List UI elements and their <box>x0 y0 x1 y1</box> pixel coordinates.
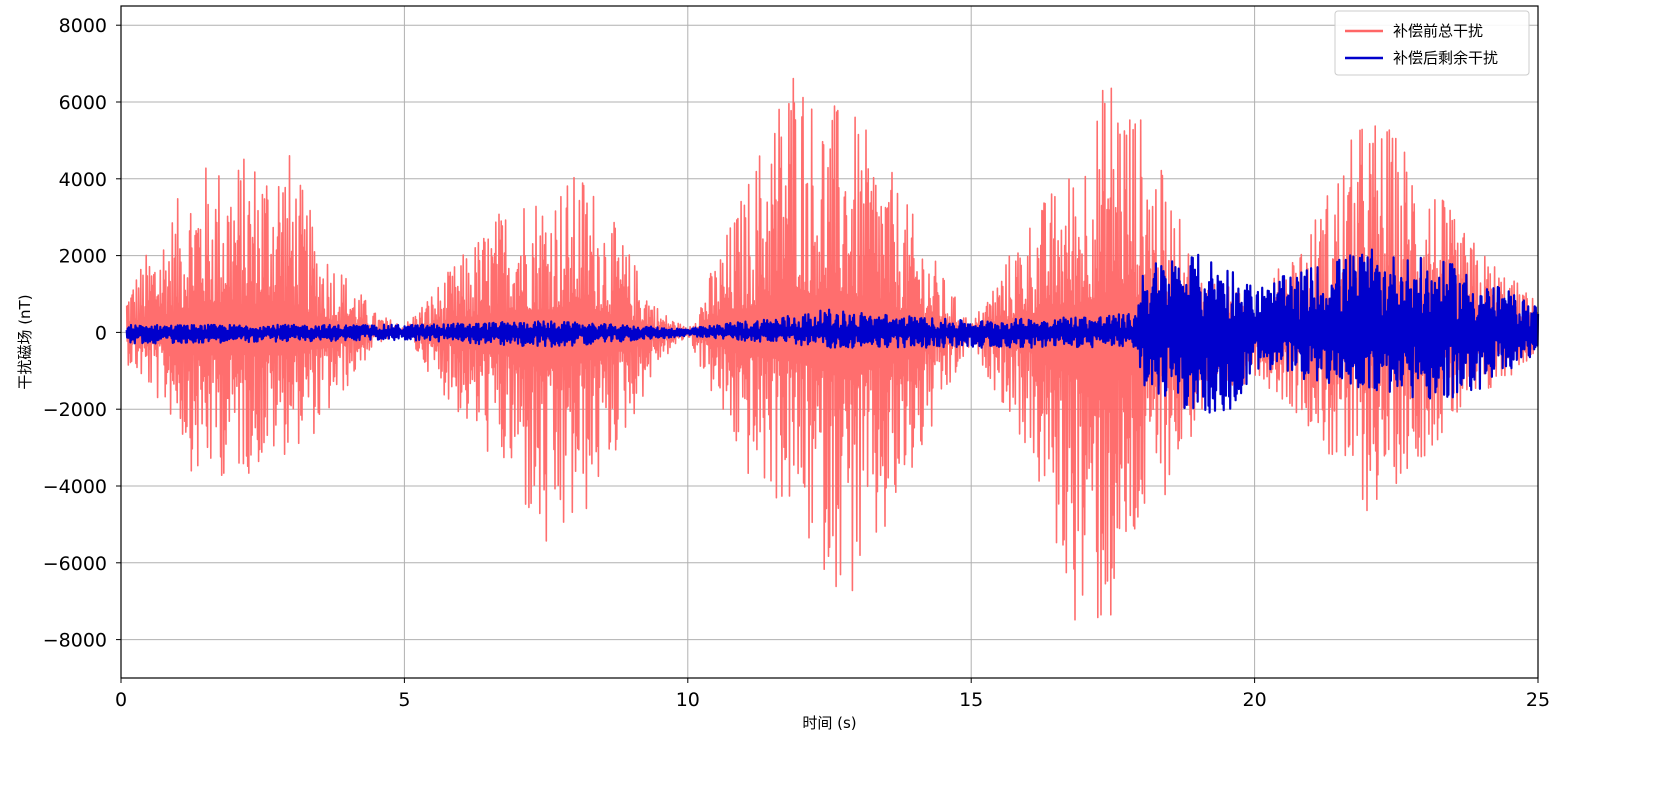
legend: 补偿前总干扰 补偿后剩余干扰 <box>1334 10 1530 76</box>
y-tick-label: −2000 <box>43 399 107 421</box>
legend-box <box>1334 10 1530 76</box>
y-tick-label: 2000 <box>59 246 107 268</box>
x-tick-label: 15 <box>959 689 983 711</box>
y-tick-label: −8000 <box>43 630 107 652</box>
y-axis-label: 干扰磁场 (nT) <box>16 294 34 389</box>
plot-frame <box>120 5 1539 679</box>
y-tick-label: 0 <box>95 322 107 344</box>
axis-ticks: 0 5 10 15 20 25 −8000 −6000 −4000 −2000 0 2000 4000 6… <box>43 15 1550 711</box>
legend-label-after: 补偿后剩余干扰 <box>1393 49 1498 67</box>
legend-label-before: 补偿前总干扰 <box>1393 22 1483 40</box>
y-tick-label: −4000 <box>43 476 107 498</box>
series-layer <box>125 77 1540 621</box>
y-tick-label: −6000 <box>43 553 107 575</box>
x-tick-label: 20 <box>1243 689 1267 711</box>
x-tick-label: 5 <box>398 689 410 711</box>
x-tick-label: 10 <box>676 689 700 711</box>
y-tick-label: 6000 <box>59 92 107 114</box>
x-tick-label: 0 <box>115 689 127 711</box>
x-tick-label: 25 <box>1526 689 1550 711</box>
y-tick-label: 4000 <box>59 169 107 191</box>
y-tick-label: 8000 <box>59 15 107 37</box>
x-axis-label: 时间 (s) <box>802 714 856 732</box>
series-after-compensation <box>125 248 1540 414</box>
